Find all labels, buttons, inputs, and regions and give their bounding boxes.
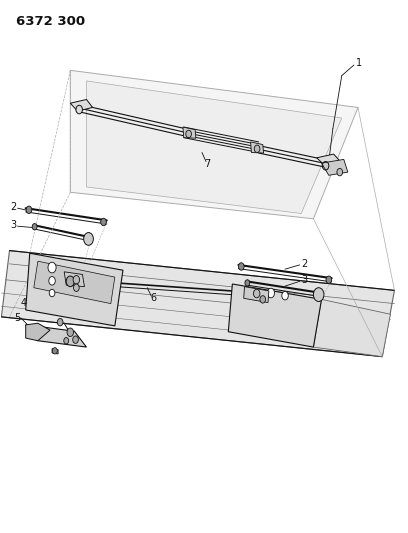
Circle shape [49,289,55,297]
Circle shape [26,206,32,214]
Circle shape [64,337,69,344]
Circle shape [48,262,56,273]
Circle shape [76,106,82,114]
Text: 1: 1 [356,59,362,68]
Polygon shape [52,349,58,354]
Text: 6: 6 [150,293,156,303]
Circle shape [267,288,275,298]
Circle shape [73,284,79,292]
Text: 6372 300: 6372 300 [16,14,85,28]
Polygon shape [322,159,348,175]
Polygon shape [26,253,123,326]
Polygon shape [64,272,84,287]
Circle shape [337,168,343,176]
Circle shape [66,276,74,287]
Polygon shape [313,300,390,357]
Polygon shape [26,323,50,341]
Polygon shape [244,287,269,303]
Text: 2: 2 [301,259,308,269]
Polygon shape [183,127,196,138]
Polygon shape [34,261,115,304]
Polygon shape [70,70,358,219]
Circle shape [67,328,73,336]
Text: 3: 3 [11,220,17,230]
Circle shape [186,130,191,138]
Circle shape [245,280,250,286]
Polygon shape [86,81,342,214]
Circle shape [326,276,332,284]
Circle shape [32,223,37,230]
Text: 7: 7 [204,159,210,169]
Circle shape [260,296,266,303]
Circle shape [238,263,244,270]
Circle shape [282,292,288,300]
Circle shape [49,277,55,285]
Circle shape [84,232,93,245]
Text: 3: 3 [301,275,307,285]
Circle shape [254,145,260,152]
Text: 5: 5 [14,313,20,323]
Circle shape [73,336,78,343]
Circle shape [101,218,106,225]
Circle shape [313,288,324,302]
Circle shape [57,318,63,326]
Polygon shape [251,142,264,153]
Polygon shape [70,100,93,111]
Polygon shape [317,154,342,170]
Text: 4: 4 [20,297,27,308]
Polygon shape [228,284,322,347]
Polygon shape [26,325,86,347]
Circle shape [253,289,260,298]
Polygon shape [1,251,395,357]
Circle shape [53,348,57,354]
Text: 2: 2 [11,202,17,212]
Circle shape [73,276,80,284]
